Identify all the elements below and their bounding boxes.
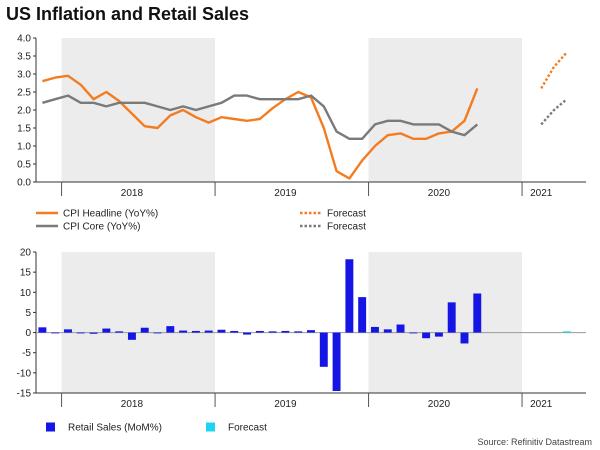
x-year-label: 2019 [274, 188, 297, 199]
legend-swatch [206, 422, 215, 432]
x-year-label: 2021 [530, 399, 553, 410]
retail-bar [460, 332, 469, 344]
y-tick-label: 15 [20, 268, 32, 279]
retail-bar [294, 331, 303, 333]
retail-bar [473, 293, 482, 333]
retail-bar [191, 330, 200, 333]
x-year-label: 2018 [121, 188, 144, 199]
retail-bar [102, 328, 111, 333]
y-tick-label: 3.5 [17, 52, 31, 63]
cpi-core-forecast-line [540, 98, 568, 126]
retail-forecast-bar [562, 331, 571, 333]
retail-bar [345, 259, 354, 333]
retail-bar [307, 330, 315, 333]
shaded-period [61, 38, 216, 182]
y-tick-label: 1.0 [17, 142, 31, 153]
legend-label: Forecast [327, 222, 366, 233]
y-tick-label: 20 [20, 248, 32, 259]
y-tick-label: 0 [25, 328, 31, 339]
retail-bar [179, 330, 188, 333]
cpi-chart: 0.0 0.5 1.0 1.5 2.0 2.5 3.0 3.5 4.0 2018 2019 2020 2… [17, 34, 586, 199]
retail-bar [332, 332, 341, 391]
y-tick-label: 0.0 [17, 178, 31, 189]
retail-bar [243, 332, 252, 335]
retail-bar [38, 327, 47, 333]
retail-bar [383, 329, 392, 333]
retail-bar [89, 332, 98, 334]
y-tick-label: 5 [25, 308, 31, 319]
x-year-label: 2019 [274, 399, 297, 410]
legend-label: CPI Headline (YoY%) [63, 209, 158, 220]
cpi-core-line [42, 94, 479, 141]
y-tick-label: 2.5 [17, 88, 31, 99]
y-tick-label: 1.5 [17, 124, 31, 135]
retail-bar [396, 324, 405, 333]
retail-bar [51, 332, 60, 334]
retail-bar [153, 332, 162, 334]
retail-bar [166, 326, 175, 333]
retail-bar [319, 332, 328, 367]
page-title: US Inflation and Retail Sales [6, 4, 250, 24]
shaded-period [368, 252, 523, 393]
legend-label: Forecast [228, 423, 267, 434]
retail-bar [422, 332, 431, 339]
x-year-label: 2018 [121, 399, 144, 410]
y-tick-label: 10 [20, 288, 32, 299]
shaded-period [368, 38, 523, 182]
shaded-period [61, 252, 216, 393]
cpi-headline-line [42, 74, 479, 180]
retail-bar [358, 297, 367, 333]
cpi-headline-forecast-line [540, 51, 568, 90]
legend-label: CPI Core (YoY%) [63, 222, 140, 233]
y-tick-label: 4.0 [17, 34, 31, 45]
retail-bar [447, 302, 456, 333]
x-year-label: 2020 [428, 188, 451, 199]
x-year-label: 2020 [428, 399, 451, 410]
legend-label: Retail Sales (MoM%) [68, 423, 162, 434]
y-tick-label: -5 [22, 348, 31, 359]
retail-bar [409, 332, 418, 334]
retail-bar [281, 330, 290, 333]
retail-bar [115, 331, 124, 333]
retail-bar [434, 332, 443, 337]
legend-label: Forecast [327, 209, 366, 220]
retail-bar [127, 332, 136, 340]
y-tick-label: 0.5 [17, 160, 31, 171]
y-tick-label: -15 [17, 389, 32, 400]
x-year-label: 2021 [530, 188, 553, 199]
retail-bar [370, 326, 379, 333]
legend-retail: Retail Sales (MoM%) Forecast [46, 422, 267, 434]
legend-cpi: CPI Headline (YoY%) Forecast CPI Core (YoY… [36, 209, 366, 233]
retail-bar [217, 329, 226, 333]
retail-bar [204, 330, 213, 333]
source-note: Source: Refinitiv Datastream [477, 437, 592, 447]
retail-bar [268, 331, 277, 333]
retail-bar [255, 330, 264, 333]
retail-bar [76, 332, 85, 334]
retail-chart: -15 -10 -5 0 5 10 15 20 2018 2019 2020 2021 [17, 248, 586, 410]
y-tick-label: 2.0 [17, 106, 31, 117]
retail-bar [64, 329, 72, 333]
y-tick-label: -10 [17, 368, 32, 379]
retail-bar [140, 327, 149, 333]
y-tick-label: 3.0 [17, 70, 31, 81]
retail-bar [230, 330, 239, 333]
legend-swatch [46, 422, 55, 432]
